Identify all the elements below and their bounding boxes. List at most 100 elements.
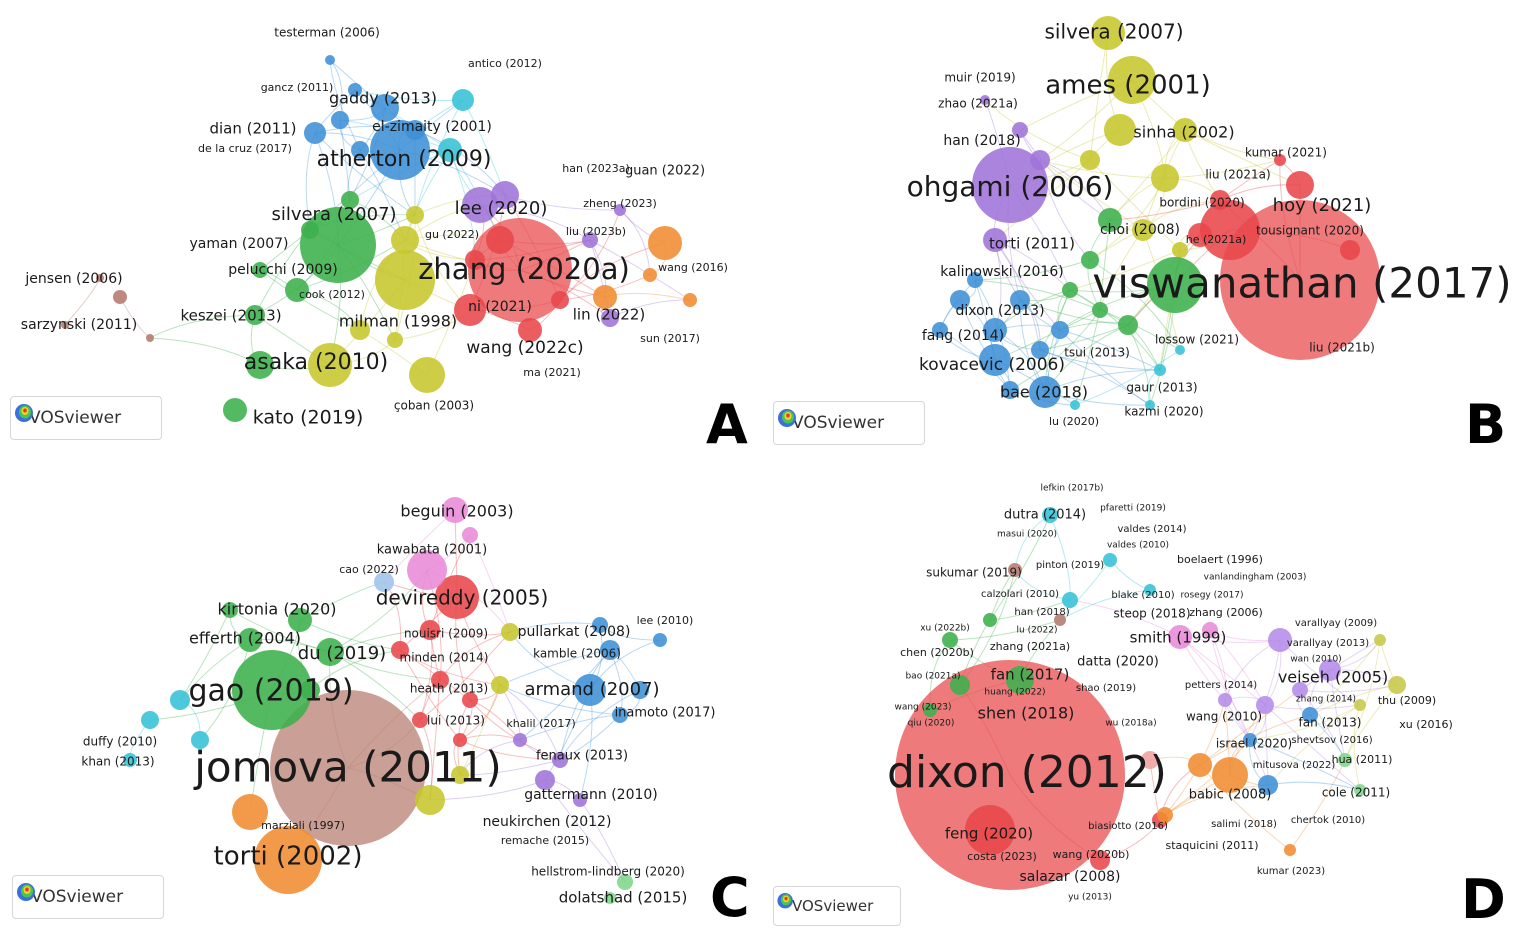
cluster-node[interactable] — [1292, 682, 1308, 698]
cluster-node[interactable] — [1104, 114, 1136, 146]
cluster-node[interactable] — [983, 318, 1007, 342]
cluster-node[interactable] — [950, 675, 970, 695]
cluster-node[interactable] — [304, 122, 326, 144]
cluster-node[interactable] — [552, 752, 568, 768]
cluster-node[interactable] — [1374, 634, 1386, 646]
cluster-node[interactable] — [1091, 16, 1125, 50]
cluster-node[interactable] — [405, 120, 425, 140]
cluster-node[interactable] — [1212, 757, 1248, 793]
cluster-node[interactable] — [491, 181, 519, 209]
cluster-node[interactable] — [454, 294, 486, 326]
cluster-node[interactable] — [1141, 751, 1159, 769]
cluster-node[interactable] — [1268, 628, 1292, 652]
cluster-node[interactable] — [1157, 807, 1173, 823]
cluster-node[interactable] — [1172, 242, 1188, 258]
cluster-node[interactable] — [617, 874, 633, 890]
cluster-node[interactable] — [285, 278, 309, 302]
cluster-node[interactable] — [170, 690, 190, 710]
cluster-node[interactable] — [1175, 345, 1185, 355]
cluster-node[interactable] — [643, 268, 657, 282]
cluster-node[interactable] — [308, 343, 352, 387]
cluster-node[interactable] — [486, 226, 514, 254]
cluster-node[interactable] — [1151, 164, 1179, 192]
cluster-node[interactable] — [465, 250, 485, 270]
cluster-node[interactable] — [1030, 150, 1050, 170]
cluster-node[interactable] — [518, 318, 542, 342]
cluster-node[interactable] — [1220, 200, 1380, 360]
cluster-node[interactable] — [1188, 753, 1212, 777]
cluster-node[interactable] — [1062, 592, 1078, 608]
cluster-node[interactable] — [1042, 507, 1058, 523]
cluster-node[interactable] — [451, 766, 469, 784]
cluster-node[interactable] — [1218, 693, 1232, 707]
cluster-node[interactable] — [1051, 321, 1069, 339]
cluster-node[interactable] — [1080, 150, 1100, 170]
cluster-node[interactable] — [1031, 341, 1049, 359]
cluster-node[interactable] — [1090, 850, 1110, 870]
cluster-node[interactable] — [1001, 381, 1019, 399]
cluster-node[interactable] — [331, 111, 349, 129]
cluster-node[interactable] — [972, 147, 1048, 223]
cluster-node[interactable] — [601, 309, 619, 327]
cluster-node[interactable] — [1006, 666, 1034, 694]
cluster-node[interactable] — [1168, 625, 1192, 649]
cluster-node[interactable] — [965, 805, 1015, 855]
cluster-node[interactable] — [238, 628, 262, 652]
cluster-node[interactable] — [1256, 696, 1274, 714]
cluster-node[interactable] — [222, 602, 238, 618]
cluster-node[interactable] — [1202, 622, 1218, 638]
cluster-node[interactable] — [1284, 844, 1296, 856]
cluster-node[interactable] — [246, 351, 274, 379]
cluster-node[interactable] — [1388, 676, 1406, 694]
cluster-node[interactable] — [252, 262, 268, 278]
cluster-node[interactable] — [593, 285, 617, 309]
cluster-node[interactable] — [592, 617, 608, 633]
cluster-node[interactable] — [270, 690, 426, 846]
cluster-node[interactable] — [415, 785, 445, 815]
cluster-node[interactable] — [923, 703, 937, 717]
cluster-node[interactable] — [245, 305, 265, 325]
cluster-node[interactable] — [1145, 400, 1155, 410]
cluster-node[interactable] — [614, 204, 626, 216]
cluster-node[interactable] — [325, 55, 335, 65]
cluster-node[interactable] — [1092, 302, 1108, 318]
cluster-node[interactable] — [301, 221, 319, 239]
cluster-node[interactable] — [631, 681, 649, 699]
cluster-node[interactable] — [391, 641, 409, 659]
cluster-node[interactable] — [582, 232, 598, 248]
cluster-node[interactable] — [232, 650, 312, 730]
cluster-node[interactable] — [1029, 376, 1061, 408]
cluster-node[interactable] — [123, 753, 137, 767]
cluster-node[interactable] — [967, 272, 983, 288]
cluster-node[interactable] — [391, 226, 419, 254]
cluster-node[interactable] — [442, 497, 468, 523]
cluster-node[interactable] — [348, 83, 362, 97]
cluster-node[interactable] — [371, 94, 399, 122]
cluster-node[interactable] — [535, 770, 555, 790]
cluster-node[interactable] — [942, 632, 958, 648]
cluster-node[interactable] — [409, 357, 445, 393]
cluster-node[interactable] — [1054, 614, 1066, 626]
cluster-node[interactable] — [435, 575, 479, 619]
cluster-node[interactable] — [453, 733, 467, 747]
cluster-node[interactable] — [406, 206, 424, 224]
cluster-node[interactable] — [1243, 733, 1257, 747]
cluster-node[interactable] — [254, 826, 322, 894]
cluster-node[interactable] — [1147, 257, 1203, 313]
cluster-node[interactable] — [653, 633, 667, 647]
cluster-node[interactable] — [932, 322, 948, 338]
cluster-node[interactable] — [462, 187, 498, 223]
cluster-node[interactable] — [648, 226, 682, 260]
cluster-node[interactable] — [300, 680, 320, 700]
cluster-node[interactable] — [412, 712, 428, 728]
cluster-node[interactable] — [1118, 315, 1138, 335]
cluster-node[interactable] — [1354, 784, 1366, 796]
cluster-node[interactable] — [979, 344, 1011, 376]
cluster-node[interactable] — [895, 660, 1125, 890]
cluster-node[interactable] — [983, 613, 997, 627]
cluster-node[interactable] — [223, 398, 247, 422]
cluster-node[interactable] — [1103, 553, 1117, 567]
cluster-node[interactable] — [438, 138, 462, 162]
cluster-node[interactable] — [1144, 584, 1156, 596]
cluster-node[interactable] — [573, 793, 587, 807]
